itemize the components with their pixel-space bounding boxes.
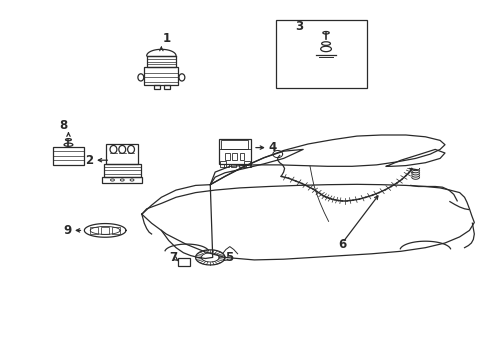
Bar (220, 161, 225, 167)
Text: 5: 5 (224, 251, 232, 264)
Bar (146, 56, 176, 67)
Text: 4: 4 (268, 141, 276, 154)
Bar (231, 164, 236, 167)
Bar (224, 164, 228, 167)
Bar (101, 227, 109, 234)
Bar (103, 164, 141, 177)
Bar (178, 258, 189, 266)
Bar (276, 20, 366, 88)
Text: 9: 9 (63, 224, 71, 237)
Bar (244, 161, 250, 167)
Bar (224, 153, 229, 160)
Text: 6: 6 (338, 238, 346, 251)
Bar (90, 227, 98, 234)
Text: 8: 8 (60, 119, 67, 132)
Bar (232, 153, 237, 160)
Bar (238, 164, 243, 167)
Bar (106, 144, 138, 164)
Bar (144, 67, 178, 85)
Text: 3: 3 (294, 21, 303, 33)
Bar (53, 147, 84, 165)
Text: 1: 1 (162, 32, 170, 45)
Text: 2: 2 (85, 154, 93, 167)
Bar (239, 153, 244, 160)
Bar (221, 140, 248, 149)
Bar (154, 85, 160, 89)
Text: 7: 7 (169, 251, 177, 264)
Bar (245, 164, 250, 167)
Bar (112, 227, 120, 234)
Bar (163, 85, 170, 89)
Bar (219, 139, 250, 164)
Bar (102, 177, 142, 183)
